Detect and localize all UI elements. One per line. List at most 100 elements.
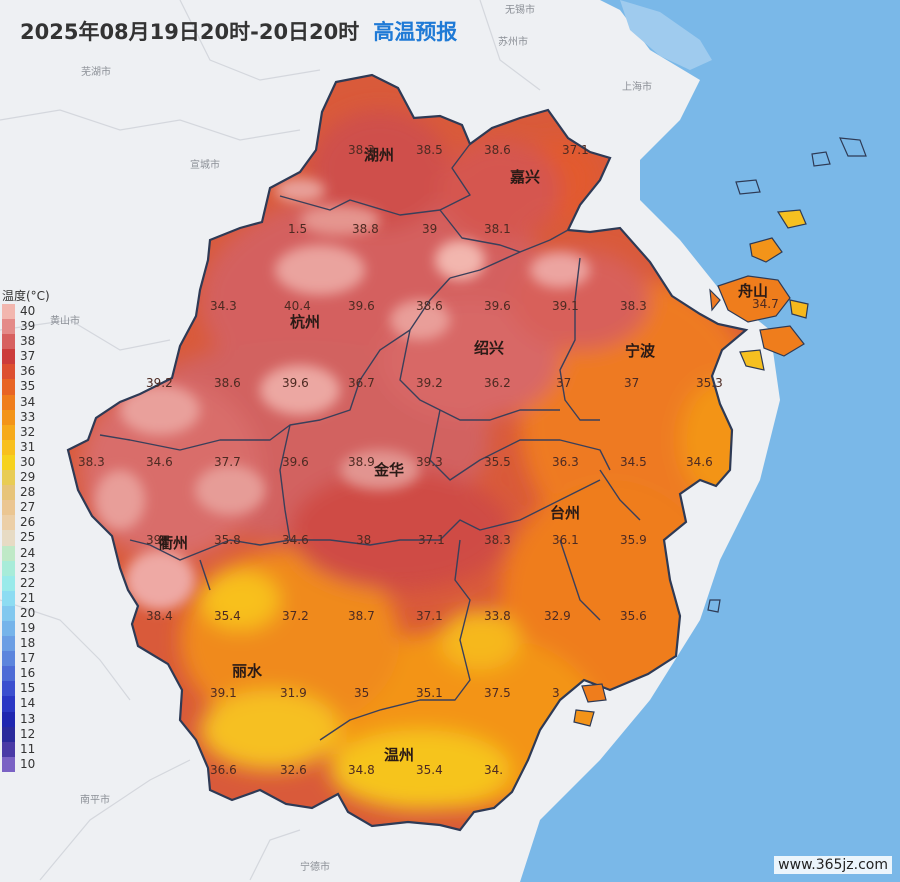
legend-swatch <box>2 666 15 682</box>
legend-swatch <box>2 756 15 772</box>
temperature-values: 38.3 38.5 38.6 37.1 38.8 39 38.1 1.5 34.… <box>78 143 779 777</box>
neighbor-boundaries <box>0 0 541 881</box>
legend-label: 36 <box>20 364 36 379</box>
legend-label: 15 <box>20 681 36 696</box>
temp-value: 39.3 <box>416 455 443 469</box>
legend-item: 22 <box>2 575 52 591</box>
temp-value: 36.1 <box>552 533 579 547</box>
legend-swatch <box>2 590 15 606</box>
legend-item: 16 <box>2 666 52 682</box>
legend-swatch <box>2 470 15 486</box>
legend-label: 34 <box>20 394 36 409</box>
legend-swatch <box>2 560 15 576</box>
legend-item: 40 <box>2 304 52 320</box>
legend-item: 10 <box>2 756 52 772</box>
legend-swatch <box>2 364 15 380</box>
legend-label: 27 <box>20 500 36 515</box>
legend-swatch <box>2 681 15 697</box>
legend-item: 20 <box>2 605 52 621</box>
legend-label: 10 <box>20 756 36 771</box>
city-boundaries <box>99 143 641 741</box>
legend-item: 23 <box>2 560 52 576</box>
legend-label: 31 <box>20 439 36 454</box>
city-label-wenzhou: 温州 <box>384 746 414 764</box>
legend-swatch <box>2 500 15 516</box>
legend-title: 温度(°C) <box>2 289 50 303</box>
temp-value: 37.1 <box>562 143 589 157</box>
temp-value: 33.8 <box>484 609 511 623</box>
legend-label: 25 <box>20 530 36 545</box>
legend-swatch <box>2 394 15 410</box>
legend-label: 40 <box>20 304 36 318</box>
temp-value: 38.6 <box>484 143 511 157</box>
legend-label: 32 <box>20 424 36 439</box>
temp-value: 39.1 <box>210 686 237 700</box>
city-label-zhoushan: 舟山 <box>738 282 768 300</box>
legend-item: 32 <box>2 424 52 440</box>
legend-label: 18 <box>20 636 36 651</box>
city-label-ningbo: 宁波 <box>625 342 656 360</box>
temp-value: 34.8 <box>348 763 375 777</box>
temp-value: 38.3 <box>620 299 647 313</box>
temp-value: 36.3 <box>552 455 579 469</box>
temp-value: 37 <box>556 376 571 390</box>
temp-value: 3 <box>552 686 560 700</box>
legend-swatch <box>2 636 15 652</box>
legend-label: 26 <box>20 515 36 530</box>
legend-label: 20 <box>20 605 36 620</box>
temp-value: 36.7 <box>348 376 375 390</box>
temp-value: 39.2 <box>146 376 173 390</box>
temp-value: 38.5 <box>416 143 443 157</box>
temp-value: 35.4 <box>214 609 241 623</box>
legend-item: 14 <box>2 696 52 712</box>
neighbor-city-label: 南平市 <box>80 793 110 806</box>
temp-value: 35.5 <box>484 455 511 469</box>
legend-label: 35 <box>20 379 36 394</box>
temp-value: 34.6 <box>282 533 309 547</box>
temp-value: 40.4 <box>284 299 311 313</box>
legend-label: 28 <box>20 485 36 500</box>
legend-swatch <box>2 741 15 757</box>
temp-value: 37 <box>624 376 639 390</box>
legend-swatch <box>2 319 15 335</box>
temp-value: 39.6 <box>348 299 375 313</box>
legend-label: 17 <box>20 651 36 666</box>
temp-value: 35 <box>354 686 369 700</box>
neighbor-city-label: 宣城市 <box>190 158 220 171</box>
legend-item: 13 <box>2 711 52 727</box>
legend-swatch <box>2 545 15 561</box>
legend-swatch <box>2 424 15 440</box>
legend-item: 19 <box>2 620 52 637</box>
legend-item: 34 <box>2 394 52 410</box>
city-labels: 湖州 嘉兴 杭州 绍兴 宁波 舟山 金华 衢州 台州 丽水 温州 <box>158 146 768 764</box>
legend-item: 26 <box>2 515 52 531</box>
legend-label: 37 <box>20 349 36 364</box>
temp-value: 36.6 <box>210 763 237 777</box>
city-label-jiaxing: 嘉兴 <box>509 168 540 186</box>
temp-value: 35.6 <box>620 609 647 623</box>
temp-value: 34.6 <box>686 455 713 469</box>
legend-swatch <box>2 605 15 621</box>
legend-item: 15 <box>2 681 52 697</box>
temp-value: 35.9 <box>620 533 647 547</box>
temp-value: 38.9 <box>348 455 375 469</box>
legend-swatch <box>2 575 15 591</box>
temperature-legend: 温度(°C) 40 39 38 37 36 35 34 33 32 31 30 29 28 27 26 25 2… <box>2 287 52 772</box>
temp-value: 39.1 <box>552 299 579 313</box>
temp-value: 34.3 <box>210 299 237 313</box>
temp-value: 34. <box>484 763 503 777</box>
legend-item: 12 <box>2 726 52 742</box>
legend-item: 11 <box>2 741 52 757</box>
city-label-jinhua: 金华 <box>373 461 404 479</box>
watermark: www.365jz.com <box>774 856 892 874</box>
legend-swatch <box>2 651 15 667</box>
temp-value: 38.6 <box>416 299 443 313</box>
city-label-lishui: 丽水 <box>232 662 263 680</box>
legend-label: 24 <box>20 545 36 560</box>
legend-item: 38 <box>2 334 52 350</box>
forecast-type: 高温预报 <box>373 20 458 44</box>
temp-value: 37.1 <box>416 609 443 623</box>
legend-swatch <box>2 439 15 455</box>
neighbor-city-label: 宁德市 <box>300 860 330 873</box>
city-label-quzhou: 衢州 <box>158 534 188 552</box>
